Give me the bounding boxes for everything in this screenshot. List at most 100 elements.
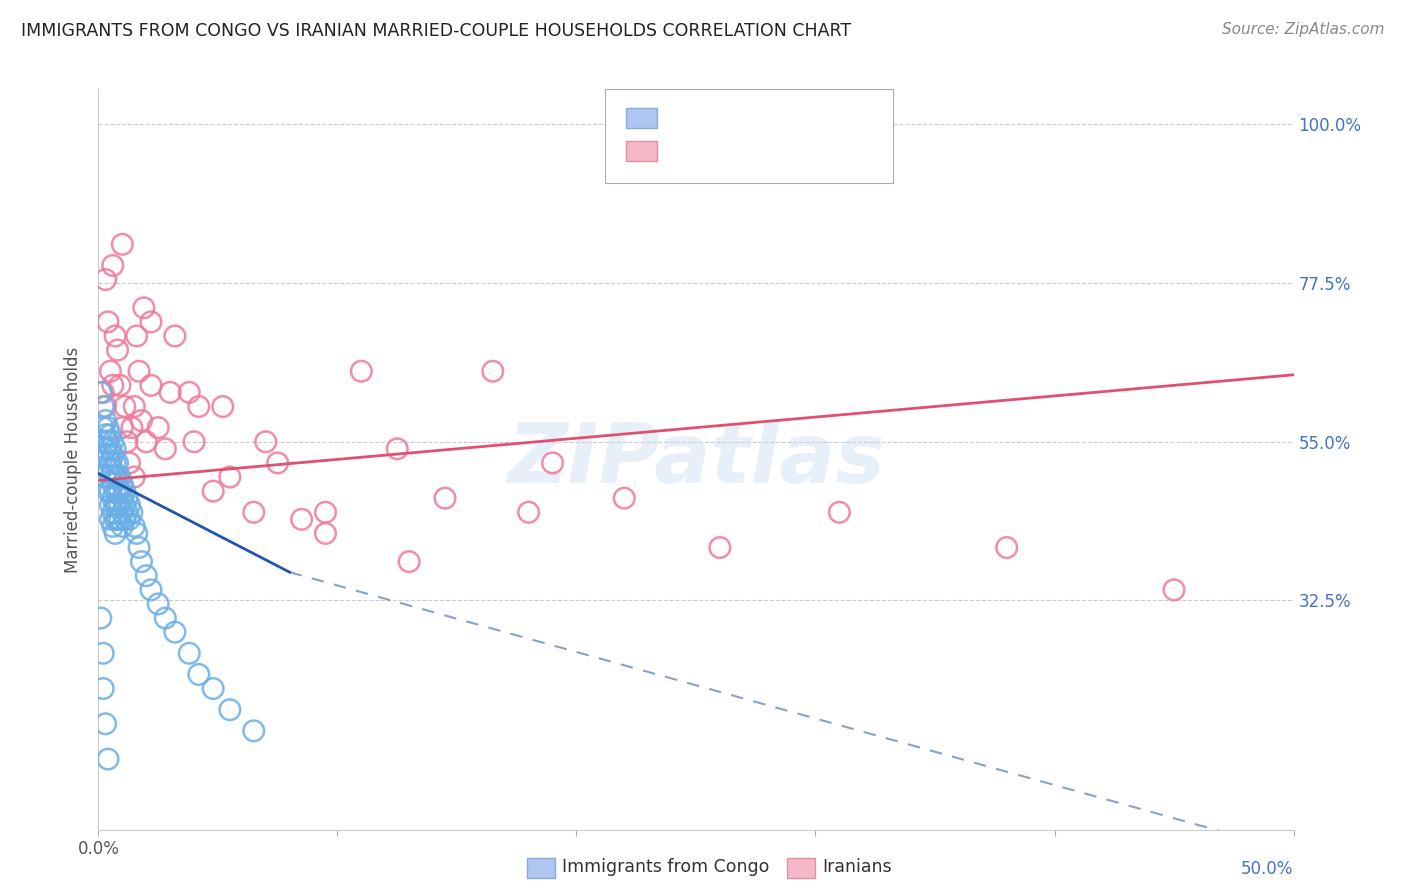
Point — [107, 484, 129, 499]
Text: IMMIGRANTS FROM CONGO VS IRANIAN MARRIED-COUPLE HOUSEHOLDS CORRELATION CHART: IMMIGRANTS FROM CONGO VS IRANIAN MARRIED… — [21, 22, 851, 40]
Point — [94, 272, 117, 286]
Point — [613, 491, 636, 505]
Point — [709, 541, 731, 555]
Point — [101, 259, 124, 273]
Point — [107, 343, 129, 357]
Point — [104, 498, 127, 512]
Point — [163, 329, 186, 343]
Point — [128, 541, 150, 555]
Text: 75: 75 — [792, 109, 817, 127]
Point — [94, 400, 117, 414]
Point — [90, 434, 112, 449]
Point — [98, 512, 122, 526]
Point — [101, 491, 124, 505]
Point — [132, 301, 155, 315]
Point — [187, 400, 209, 414]
Point — [111, 420, 134, 434]
Point — [187, 667, 209, 681]
Point — [243, 505, 266, 519]
Point — [135, 568, 157, 582]
Point — [90, 611, 112, 625]
Point — [107, 470, 129, 484]
Point — [114, 484, 136, 499]
Point — [124, 400, 146, 414]
Point — [97, 449, 120, 463]
Point — [98, 364, 122, 378]
Point — [350, 364, 373, 378]
Text: 0.174: 0.174 — [696, 142, 759, 160]
Point — [107, 512, 129, 526]
Point — [115, 434, 138, 449]
Text: Source: ZipAtlas.com: Source: ZipAtlas.com — [1222, 22, 1385, 37]
Point — [108, 498, 131, 512]
Point — [211, 400, 233, 414]
Point — [101, 477, 124, 491]
Point — [828, 505, 851, 519]
Point — [97, 463, 120, 477]
Text: 53: 53 — [792, 142, 817, 160]
Point — [94, 470, 117, 484]
Point — [219, 703, 242, 717]
Point — [97, 752, 120, 766]
Point — [108, 378, 131, 392]
Point — [91, 449, 114, 463]
Point — [179, 646, 201, 660]
Point — [98, 498, 122, 512]
Point — [98, 470, 122, 484]
Point — [101, 434, 124, 449]
Point — [114, 400, 136, 414]
Point — [139, 582, 162, 597]
Point — [139, 378, 162, 392]
Text: Iranians: Iranians — [823, 858, 893, 876]
Point — [148, 420, 170, 434]
Point — [124, 470, 146, 484]
Point — [118, 512, 141, 526]
Point — [155, 442, 177, 456]
Point — [135, 434, 157, 449]
Point — [98, 484, 122, 499]
Point — [155, 611, 177, 625]
Point — [111, 491, 134, 505]
Point — [104, 456, 127, 470]
Point — [101, 378, 124, 392]
Point — [98, 442, 122, 456]
Point — [91, 681, 114, 696]
Point — [94, 716, 117, 731]
Point — [104, 484, 127, 499]
Point — [202, 484, 225, 499]
Point — [114, 498, 136, 512]
Point — [94, 414, 117, 428]
Point — [125, 329, 148, 343]
Text: R =: R = — [665, 142, 704, 160]
Text: R =: R = — [665, 109, 704, 127]
Point — [115, 491, 138, 505]
Text: -0.118: -0.118 — [696, 109, 761, 127]
Point — [108, 512, 131, 526]
Text: N =: N = — [763, 109, 803, 127]
Point — [104, 512, 127, 526]
Point — [398, 555, 420, 569]
Point — [94, 427, 117, 442]
Point — [139, 315, 162, 329]
Point — [104, 329, 127, 343]
Text: ZIPatlas: ZIPatlas — [508, 419, 884, 500]
Point — [202, 681, 225, 696]
Point — [995, 541, 1018, 555]
Point — [179, 385, 201, 400]
Point — [267, 456, 290, 470]
Point — [94, 442, 117, 456]
Point — [104, 442, 127, 456]
Point — [91, 646, 114, 660]
Point — [118, 498, 141, 512]
Point — [159, 385, 181, 400]
Point — [108, 470, 131, 484]
Point — [315, 505, 337, 519]
Point — [131, 414, 153, 428]
Point — [101, 463, 124, 477]
Point — [219, 470, 242, 484]
Point — [111, 505, 134, 519]
Point — [121, 505, 143, 519]
Point — [98, 456, 122, 470]
Point — [243, 723, 266, 738]
Point — [111, 519, 134, 533]
